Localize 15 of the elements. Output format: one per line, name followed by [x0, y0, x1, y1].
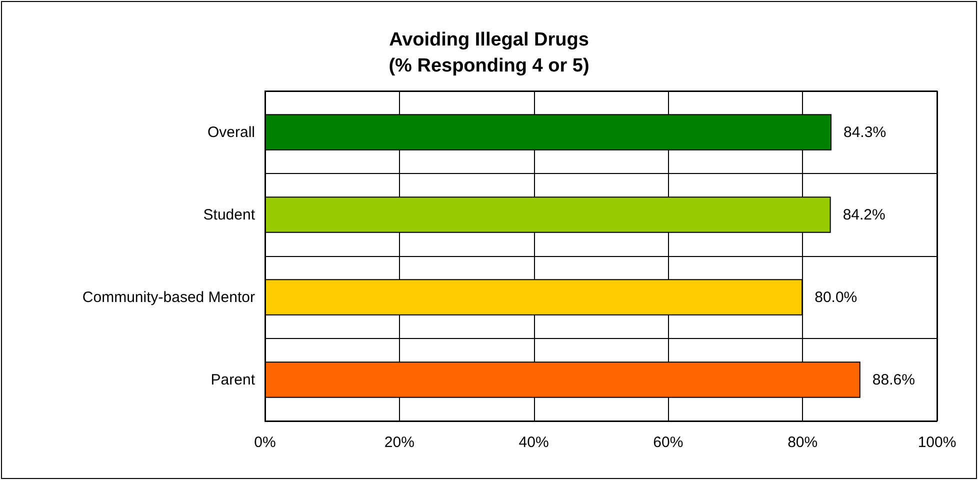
x-tick-label: 0% — [254, 434, 276, 451]
x-tick-label: 80% — [788, 434, 818, 451]
y-tick-label: Overall — [207, 124, 255, 141]
y-tick-label: Parent — [210, 371, 256, 388]
x-tick-label: 20% — [384, 434, 414, 451]
data-label: 84.3% — [843, 124, 886, 141]
y-tick-label: Community-based Mentor — [82, 288, 255, 306]
chart-title: Avoiding Illegal Drugs (% Responding 4 or 5) — [388, 30, 590, 76]
x-tick-label: 60% — [653, 434, 684, 451]
data-label: 84.2% — [842, 206, 886, 224]
x-tick-label: 40% — [518, 434, 549, 451]
x-tick-label: 100% — [918, 434, 956, 451]
data-label: 88.6% — [872, 371, 915, 388]
data-label: 80.0% — [814, 288, 858, 306]
y-tick-label: Student — [203, 206, 256, 224]
